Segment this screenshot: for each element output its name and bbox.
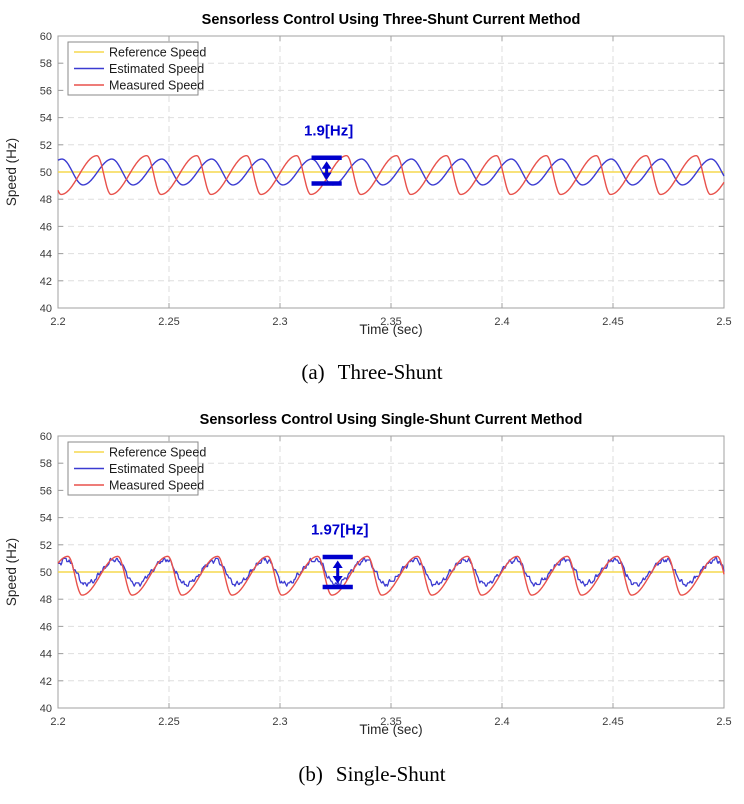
svg-text:2.2: 2.2	[50, 316, 65, 328]
caption-label-a: Three-Shunt	[337, 360, 443, 384]
y-axis-label: Speed (Hz)	[4, 538, 19, 606]
delta-annotation: 1.9[Hz]	[304, 122, 353, 186]
svg-text:2.4: 2.4	[494, 716, 509, 728]
svg-text:52: 52	[40, 540, 52, 552]
caption-index-b: (b)	[298, 762, 323, 786]
svg-text:2.2: 2.2	[50, 716, 65, 728]
series-measured-speed	[57, 154, 725, 196]
svg-text:2.35: 2.35	[380, 316, 401, 328]
svg-text:2.45: 2.45	[602, 316, 623, 328]
legend-label-measured-speed: Measured Speed	[109, 479, 204, 493]
x-axis-label: Time (sec)	[359, 322, 422, 337]
annotation-label: 1.97[Hz]	[311, 522, 369, 539]
svg-text:40: 40	[40, 303, 52, 315]
three-shunt-chart: 2.2 2.25 2.3 2.35 2.4 2.45 2.5 40 42 44 46 48 50 52 54…	[4, 12, 732, 337]
svg-text:2.25: 2.25	[158, 316, 179, 328]
svg-text:2.4: 2.4	[494, 316, 509, 328]
chart-title: Sensorless Control Using Three-Shunt Cur…	[202, 12, 581, 28]
svg-text:58: 58	[40, 58, 52, 70]
svg-text:2.5: 2.5	[716, 716, 731, 728]
svg-text:42: 42	[40, 276, 52, 288]
legend-label-reference-speed: Reference Speed	[109, 46, 206, 60]
arrow-up-icon	[321, 161, 332, 169]
delta-annotation: 1.97[Hz]	[311, 522, 369, 590]
svg-text:60: 60	[40, 431, 52, 443]
svg-text:2.5: 2.5	[716, 316, 731, 328]
figure-a-block: 2.2 2.25 2.3 2.35 2.4 2.45 2.5 40 42 44 46 48 50 52 54…	[0, 0, 744, 400]
series-estimated-speed	[58, 556, 725, 587]
legend: Reference Speed Estimated Speed Measured S…	[67, 41, 206, 96]
arrow-down-icon	[321, 172, 332, 181]
svg-text:48: 48	[40, 194, 52, 206]
legend-box	[67, 441, 199, 496]
svg-text:40: 40	[40, 703, 52, 715]
svg-text:54: 54	[40, 513, 52, 525]
svg-text:42: 42	[40, 676, 52, 688]
svg-text:44: 44	[40, 649, 52, 661]
grid	[58, 36, 724, 308]
figure-caption-a: (a) Three-Shunt	[0, 345, 744, 400]
svg-text:56: 56	[40, 485, 52, 497]
svg-text:2.3: 2.3	[272, 316, 287, 328]
svg-text:2.25: 2.25	[158, 716, 179, 728]
svg-text:2.3: 2.3	[272, 716, 287, 728]
series-measured-speed	[57, 555, 725, 596]
arrow-up-icon	[332, 560, 343, 569]
svg-text:46: 46	[40, 621, 52, 633]
svg-text:54: 54	[40, 113, 52, 125]
caption-index-a: (a)	[301, 360, 325, 384]
legend: Reference Speed Estimated Speed Measured S…	[67, 441, 206, 496]
chart-title: Sensorless Control Using Single-Shunt Cu…	[200, 412, 583, 428]
caption-label-b: Single-Shunt	[335, 762, 446, 786]
arrow-down-icon	[332, 575, 343, 584]
single-shunt-chart: 2.2 2.25 2.3 2.35 2.4 2.45 2.5 40 42 44 46 48 50 52 54…	[4, 412, 732, 737]
figure-b-block: 2.2 2.25 2.3 2.35 2.4 2.45 2.5 40 42 44 46 48 50 52 54…	[0, 400, 744, 804]
svg-text:50: 50	[40, 567, 52, 579]
svg-text:60: 60	[40, 31, 52, 43]
tick-labels: 2.2 2.25 2.3 2.35 2.4 2.45 2.5 40 42 44 46 48 50 52 54…	[40, 431, 732, 728]
figure-caption-b: (b) Single-Shunt	[0, 745, 744, 804]
svg-text:2.45: 2.45	[602, 716, 623, 728]
svg-text:48: 48	[40, 594, 52, 606]
annotation-label: 1.9[Hz]	[304, 122, 353, 139]
legend-label-estimated-speed: Estimated Speed	[109, 462, 204, 476]
legend-label-measured-speed: Measured Speed	[109, 79, 204, 93]
legend-label-estimated-speed: Estimated Speed	[109, 62, 204, 76]
svg-text:50: 50	[40, 167, 52, 179]
svg-text:56: 56	[40, 85, 52, 97]
svg-text:44: 44	[40, 249, 52, 261]
tick-labels: 2.2 2.25 2.3 2.35 2.4 2.45 2.5 40 42 44 46 48 50 52 54…	[40, 31, 732, 328]
legend-label-reference-speed: Reference Speed	[109, 446, 206, 460]
svg-text:2.35: 2.35	[380, 716, 401, 728]
svg-text:52: 52	[40, 140, 52, 152]
y-axis-label: Speed (Hz)	[4, 138, 19, 206]
svg-text:46: 46	[40, 221, 52, 233]
svg-text:58: 58	[40, 458, 52, 470]
x-axis-label: Time (sec)	[359, 722, 422, 737]
series-estimated-speed	[57, 158, 725, 186]
